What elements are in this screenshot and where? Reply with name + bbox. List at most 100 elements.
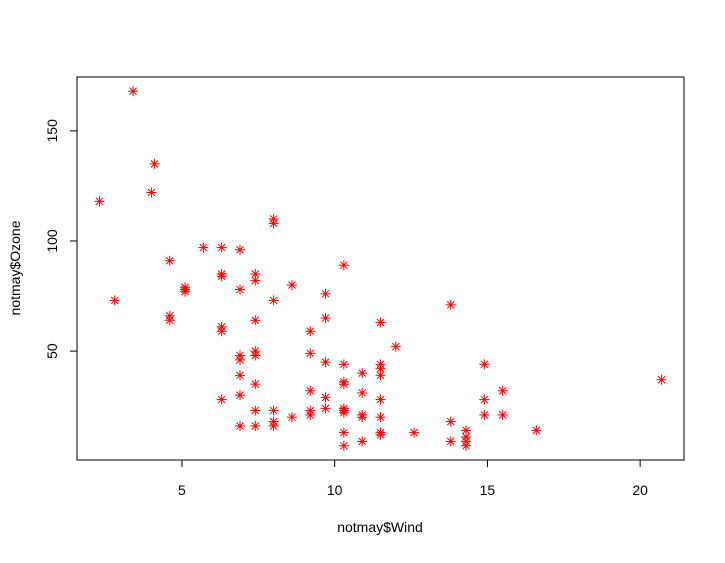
point-stroke xyxy=(251,351,260,360)
point-stroke xyxy=(217,327,226,336)
point xyxy=(375,370,386,381)
point xyxy=(375,412,386,423)
point-stroke xyxy=(410,428,418,437)
point xyxy=(375,429,386,440)
point xyxy=(656,374,667,385)
point xyxy=(338,440,349,451)
point-stroke xyxy=(358,413,367,422)
x-tick-label: 5 xyxy=(178,482,186,498)
point-stroke xyxy=(376,413,385,422)
point xyxy=(216,394,227,405)
x-tick-label: 15 xyxy=(480,482,496,498)
point xyxy=(305,326,316,337)
y-tick-label: 150 xyxy=(44,119,60,143)
point-stroke xyxy=(446,437,455,446)
point xyxy=(268,405,279,416)
point xyxy=(320,288,331,299)
point-stroke xyxy=(236,245,244,254)
point-stroke xyxy=(129,87,137,96)
point-stroke xyxy=(532,426,541,435)
point-stroke xyxy=(480,411,489,419)
point xyxy=(234,354,245,365)
point-stroke xyxy=(236,391,244,400)
point-stroke xyxy=(376,430,385,439)
point xyxy=(320,313,331,324)
point-stroke xyxy=(306,327,315,336)
point xyxy=(198,242,209,253)
point xyxy=(268,218,279,229)
point xyxy=(180,286,191,297)
point-stroke xyxy=(339,380,348,388)
point-stroke xyxy=(462,441,470,450)
point xyxy=(497,409,508,420)
point-stroke xyxy=(217,395,226,404)
point-stroke xyxy=(339,261,348,270)
y-tick-label: 100 xyxy=(44,229,60,253)
point xyxy=(445,436,456,447)
point xyxy=(445,299,456,310)
point xyxy=(250,405,261,416)
point xyxy=(164,255,175,266)
point-stroke xyxy=(251,380,260,388)
point-stroke xyxy=(236,422,244,430)
point-stroke xyxy=(181,287,189,296)
point xyxy=(479,359,490,370)
point-stroke xyxy=(446,417,455,426)
point xyxy=(234,284,245,295)
point xyxy=(286,280,297,291)
point-stroke xyxy=(236,371,244,380)
x-tick-label: 20 xyxy=(632,482,648,498)
point-stroke xyxy=(288,281,296,289)
point xyxy=(338,359,349,370)
y-axis-label: notmay$Ozone xyxy=(7,220,23,315)
point xyxy=(109,295,120,306)
point xyxy=(357,368,368,379)
point xyxy=(390,341,401,352)
point xyxy=(164,315,175,326)
point-stroke xyxy=(321,404,330,413)
point-stroke xyxy=(150,160,159,168)
point-stroke xyxy=(269,296,278,305)
point xyxy=(234,370,245,381)
point xyxy=(357,387,368,398)
point xyxy=(250,275,261,286)
point xyxy=(320,392,331,403)
point xyxy=(305,409,316,420)
point-stroke xyxy=(165,256,174,265)
point-stroke xyxy=(358,369,367,377)
point-stroke xyxy=(480,395,489,404)
point-stroke xyxy=(306,349,315,358)
point-stroke xyxy=(339,408,348,417)
x-tick-label: 10 xyxy=(327,482,343,498)
point xyxy=(305,348,316,359)
point-stroke xyxy=(376,364,385,373)
point-stroke xyxy=(321,289,330,298)
point-stroke xyxy=(95,197,104,206)
point xyxy=(357,436,368,447)
point xyxy=(216,271,227,282)
point xyxy=(338,407,349,418)
point xyxy=(250,350,261,361)
point xyxy=(250,269,261,280)
point-stroke xyxy=(217,272,226,281)
point-stroke xyxy=(217,243,226,252)
point-stroke xyxy=(480,360,489,369)
point-stroke xyxy=(358,437,367,446)
point-stroke xyxy=(376,371,385,380)
point-stroke xyxy=(288,413,296,422)
point xyxy=(286,412,297,423)
point-stroke xyxy=(321,393,330,402)
point-stroke xyxy=(110,296,119,305)
point xyxy=(479,394,490,405)
point xyxy=(479,409,490,420)
point-stroke xyxy=(339,428,348,437)
point xyxy=(149,158,160,169)
point-stroke xyxy=(376,395,385,404)
point xyxy=(128,86,139,97)
point xyxy=(338,260,349,271)
point xyxy=(250,420,261,431)
point xyxy=(497,385,508,396)
point-stroke xyxy=(269,422,278,430)
point-stroke xyxy=(251,316,260,325)
